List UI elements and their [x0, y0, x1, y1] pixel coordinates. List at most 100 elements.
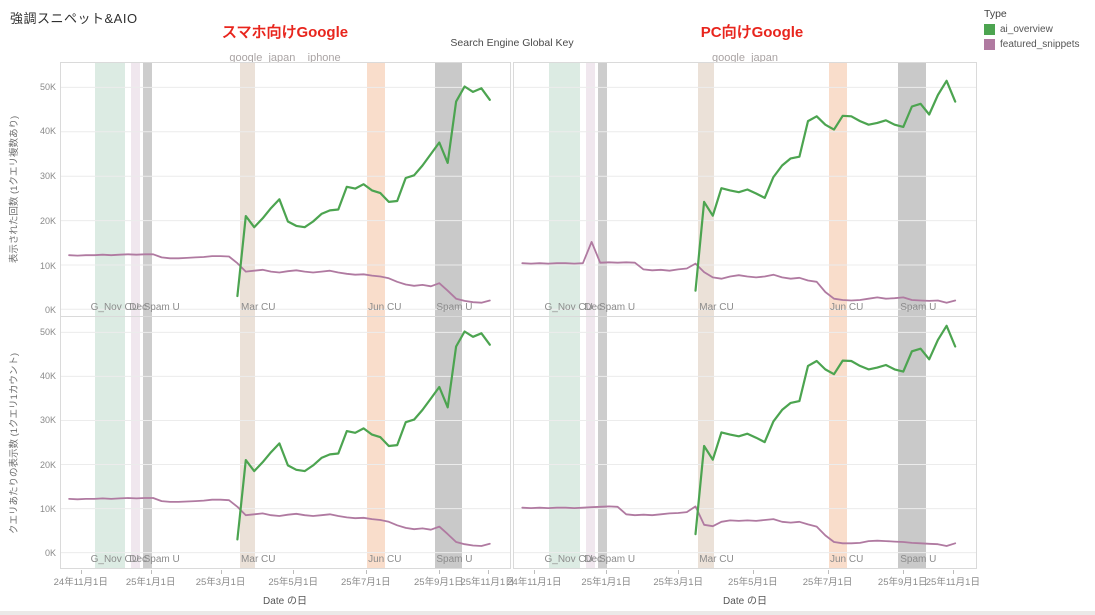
- line-ai-overview[interactable]: [236, 330, 491, 541]
- x-tick-mark: [952, 570, 954, 574]
- x-tick-label: 25年11月1日: [460, 577, 515, 588]
- x-tick-label: 25年5月1日: [268, 577, 318, 588]
- y-axis-title-row-top: 表示された回数 (1クエリ複数あり): [9, 115, 20, 264]
- event-band: [697, 317, 714, 568]
- event-band-label: Spam U: [599, 302, 636, 313]
- legend-item-featured-snippets[interactable]: featured_snippets: [984, 39, 1080, 50]
- chart-panel-pc-top[interactable]: G_Nov CU Dec Spam U Mar CU Jun CU Spam U: [513, 62, 977, 317]
- y-tick-label: 40K: [39, 370, 56, 381]
- event-band: [697, 63, 714, 316]
- event-band: [239, 317, 255, 568]
- x-tick-label: 25年9月1日: [414, 577, 464, 588]
- legend-swatch-ai-overview-icon: [984, 24, 995, 35]
- panel-label-google-japan: google_japan: [711, 52, 779, 64]
- event-band-label: Jun CU: [830, 302, 864, 313]
- field-label-search-engine-global-key: Search Engine Global Key: [450, 37, 574, 49]
- event-band: [131, 63, 140, 316]
- event-band-label: Mar CU: [699, 554, 734, 565]
- event-band-label: Spam U: [436, 302, 473, 313]
- chart-grid: G_Nov CU Dec Spam U Mar CU Jun CU Spam U G_No…: [60, 62, 977, 570]
- y-axis-title-row-bottom: クエリあたりの表示数 (1クエリ1カウント): [9, 352, 20, 535]
- event-band-label: Jun CU: [830, 554, 864, 565]
- x-tick-mark: [80, 570, 82, 574]
- x-tick-mark: [487, 570, 489, 574]
- event-band-label: G_Nov CU: [544, 554, 593, 565]
- line-featured-snippets[interactable]: [521, 241, 957, 304]
- y-tick-label: 50K: [39, 326, 56, 337]
- x-tick-label: 25年7月1日: [802, 577, 853, 588]
- event-band: [366, 63, 385, 316]
- x-tick-mark: [752, 570, 754, 574]
- event-band-label: Dec: [584, 554, 603, 565]
- line-featured-snippets[interactable]: [521, 505, 957, 547]
- event-band-label: Dec: [129, 554, 148, 565]
- column-header-pc: PC向けGoogle: [700, 24, 804, 41]
- x-tick-label: 25年3月1日: [653, 577, 703, 588]
- event-band: [898, 317, 927, 568]
- event-band-label: Dec: [129, 302, 148, 313]
- y-tick-label: 20K: [39, 459, 56, 470]
- x-tick-mark: [827, 570, 829, 574]
- y-tick-label: 20K: [39, 215, 56, 226]
- event-band: [131, 317, 140, 568]
- event-band: [598, 63, 608, 316]
- line-featured-snippets[interactable]: [68, 497, 491, 547]
- x-axis-title-right: Date の日: [723, 596, 767, 607]
- event-band: [828, 317, 848, 568]
- event-band: [239, 63, 255, 316]
- legend-swatch-featured-snippets-icon: [984, 39, 995, 50]
- legend: Type ai_overview featured_snippets: [984, 8, 1080, 54]
- x-tick-label: 25年5月1日: [728, 577, 778, 588]
- y-tick-label: 10K: [39, 504, 56, 515]
- event-band: [549, 63, 581, 316]
- event-band: [95, 317, 126, 568]
- x-tick-mark: [150, 570, 152, 574]
- chart-panel-smartphone-top[interactable]: G_Nov CU Dec Spam U Mar CU Jun CU Spam U: [60, 62, 511, 317]
- event-band: [366, 317, 385, 568]
- chart-panel-smartphone-bottom[interactable]: G_Nov CU Dec Spam U Mar CU Jun CU Spam U: [60, 316, 511, 569]
- event-band: [142, 63, 152, 316]
- x-tick-label: 24年11月1日: [53, 577, 108, 588]
- event-band: [586, 63, 595, 316]
- legend-item-label: featured_snippets: [1000, 39, 1080, 50]
- event-band-label: Spam U: [900, 554, 937, 565]
- x-tick-label: 25年3月1日: [195, 577, 246, 588]
- page-title: 強調スニペット&AIO: [10, 11, 138, 26]
- x-tick-mark: [220, 570, 222, 574]
- legend-item-ai-overview[interactable]: ai_overview: [984, 24, 1080, 35]
- event-band-label: Jun CU: [368, 302, 402, 313]
- x-tick-mark: [678, 570, 680, 574]
- dashboard-bottom-edge: [0, 611, 1095, 615]
- panel-label-google-japan-iphone: google_japan__iphone: [229, 52, 341, 64]
- column-header-smartphone: スマホ向けGoogle: [221, 24, 349, 41]
- x-tick-label: 25年11月1日: [925, 577, 980, 588]
- y-tick-label: 30K: [39, 415, 56, 426]
- y-tick-label: 10K: [39, 260, 56, 271]
- event-band: [434, 63, 462, 316]
- x-tick-label: 25年9月1日: [877, 577, 928, 588]
- x-tick-label: 25年7月1日: [340, 577, 391, 588]
- y-tick-label: 30K: [39, 171, 56, 182]
- x-tick-label: 25年1月1日: [125, 577, 176, 588]
- event-band-label: Spam U: [436, 554, 473, 565]
- event-band-label: Mar CU: [241, 302, 276, 313]
- legend-title: Type: [984, 8, 1007, 20]
- event-band-label: Spam U: [143, 554, 180, 565]
- y-tick-label: 50K: [39, 81, 56, 92]
- x-tick-mark: [365, 570, 367, 574]
- event-band: [598, 317, 608, 568]
- chart-panel-pc-bottom[interactable]: G_Nov CU Dec Spam U Mar CU Jun CU Spam U: [513, 316, 977, 569]
- event-band: [828, 63, 848, 316]
- line-ai-overview[interactable]: [236, 85, 491, 298]
- line-ai-overview[interactable]: [694, 79, 957, 292]
- x-tick-mark: [902, 570, 904, 574]
- x-tick-mark: [534, 570, 536, 574]
- x-tick-mark: [606, 570, 608, 574]
- event-band-label: Spam U: [900, 302, 937, 313]
- x-tick-label: 25年1月1日: [581, 577, 632, 588]
- line-ai-overview[interactable]: [694, 324, 957, 536]
- line-featured-snippets[interactable]: [68, 253, 491, 304]
- event-band: [142, 317, 152, 568]
- event-band-label: Mar CU: [241, 554, 276, 565]
